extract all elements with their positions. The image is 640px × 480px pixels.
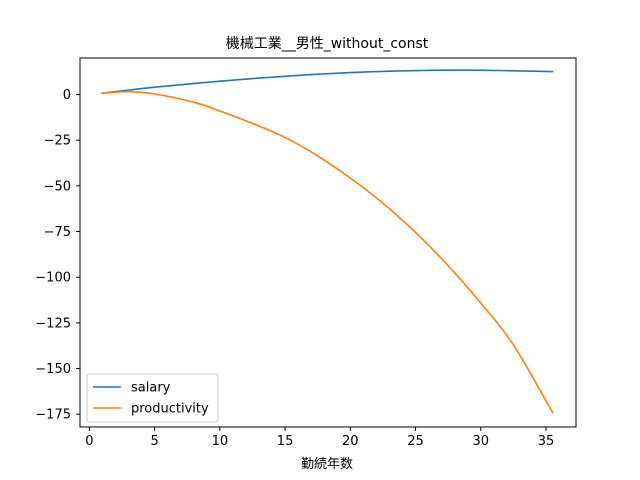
x-tick-label: 35 (538, 434, 555, 449)
x-axis-label: 勤続年数 (301, 457, 353, 472)
legend: salary productivity (86, 373, 219, 423)
x-tick-label: 5 (150, 434, 158, 449)
y-tick-label: −150 (35, 362, 71, 377)
x-tick-label: 20 (342, 434, 359, 449)
y-tick-label: −125 (35, 316, 71, 331)
x-tick-label: 0 (85, 434, 93, 449)
legend-box (86, 373, 219, 423)
plot-area (101, 69, 554, 414)
series-line-salary (101, 69, 554, 94)
series-line-productivity (101, 90, 554, 414)
legend-label-salary: salary (131, 381, 171, 396)
y-tick-label: 0 (63, 88, 71, 103)
plot-frame (79, 57, 577, 428)
y-tick-label: −100 (35, 271, 71, 286)
y-tick-label: −25 (44, 134, 71, 149)
x-tick-label: 25 (407, 434, 424, 449)
y-tick-label: −175 (35, 408, 71, 423)
y-tick-label: −75 (44, 225, 71, 240)
chart-title: 機械工業__男性_without_const (226, 36, 429, 52)
x-tick-label: 30 (472, 434, 489, 449)
y-tick-label: −50 (44, 179, 71, 194)
x-tick-label: 15 (277, 434, 294, 449)
axes: 0 5 10 15 20 25 30 35 0 −25 −50 −75 −100 −125 −150 −175 (35, 88, 554, 449)
x-tick-label: 10 (212, 434, 229, 449)
legend-label-productivity: productivity (131, 402, 209, 417)
